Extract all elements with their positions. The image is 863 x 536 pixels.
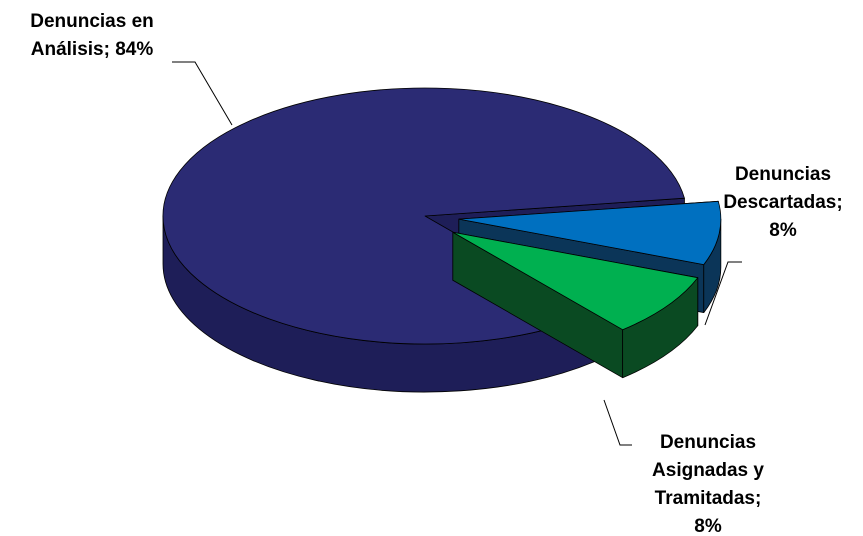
leader-line bbox=[704, 261, 742, 326]
data-label: Asignadas y bbox=[652, 460, 764, 481]
slice-top bbox=[452, 231, 699, 331]
leader-line bbox=[603, 399, 632, 446]
data-label: Denuncias en bbox=[30, 11, 154, 32]
data-label: Denuncias bbox=[735, 164, 831, 185]
pie bbox=[162, 87, 722, 393]
data-label: Denuncias bbox=[660, 432, 756, 453]
data-label: 8% bbox=[694, 516, 722, 536]
slice bbox=[452, 231, 699, 379]
data-label: Descartadas; bbox=[723, 192, 842, 213]
leader-line bbox=[172, 61, 233, 126]
data-label: Tramitadas; bbox=[655, 488, 762, 509]
slice-top bbox=[458, 200, 722, 265]
data-label: Análisis; 84% bbox=[31, 39, 154, 60]
slice-top bbox=[162, 87, 685, 345]
data-label: 8% bbox=[769, 220, 797, 241]
